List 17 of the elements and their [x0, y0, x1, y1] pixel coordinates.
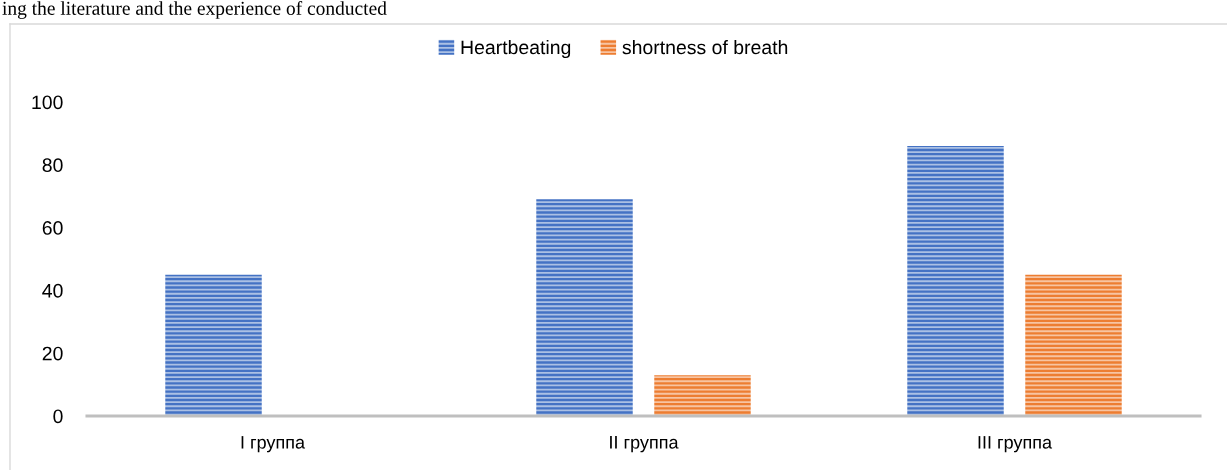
legend-label: shortness of breath — [622, 39, 788, 55]
x-tick-label: I группа — [241, 436, 306, 453]
y-tick-label: 80 — [42, 158, 63, 173]
y-tick-label: 40 — [42, 283, 63, 298]
bar — [907, 145, 1004, 416]
y-tick-label: 60 — [42, 221, 63, 235]
bar — [1025, 274, 1122, 416]
legend-label: Heartbeating — [461, 39, 571, 59]
x-tick-label: III группа — [978, 436, 1053, 453]
text: ing the literature and the experience of conducted — [2, 1, 387, 19]
bar — [536, 199, 633, 416]
x-tick-label: II группа — [610, 436, 679, 453]
bar — [165, 274, 262, 416]
y-tick-label: 100 — [32, 95, 63, 110]
y-tick-label: 0 — [53, 409, 63, 424]
y-tick-label: 20 — [42, 346, 63, 361]
bar — [654, 375, 751, 416]
